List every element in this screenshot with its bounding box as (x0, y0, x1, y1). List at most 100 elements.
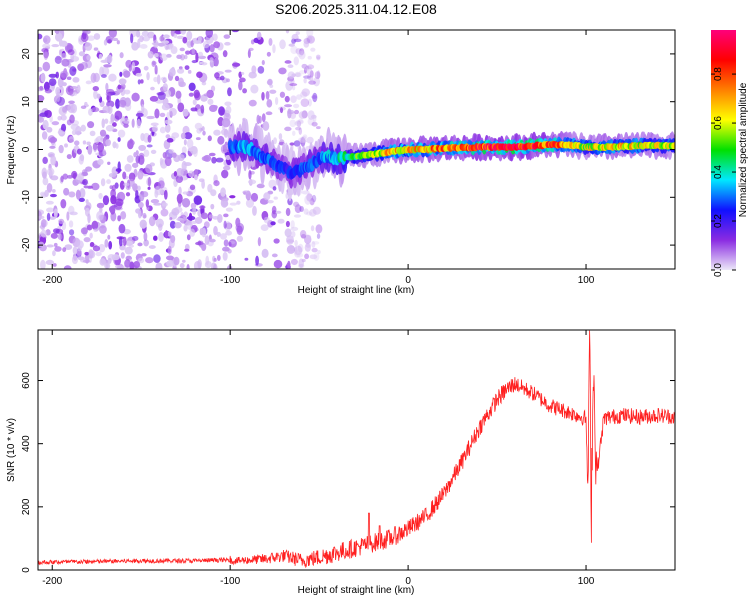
spectrogram-cell (178, 186, 182, 196)
snr-line (38, 330, 675, 569)
spectrogram-cell (163, 189, 168, 200)
spectrogram-cell (113, 201, 123, 210)
spectrogram-cell (86, 224, 93, 231)
spectrogram-cell (167, 231, 172, 237)
spectrogram-cell (271, 253, 278, 258)
spectrogram-cell (229, 195, 236, 199)
spectrogram-cell (222, 200, 229, 207)
spectrogram-cell (307, 74, 312, 81)
spectrogram-cell (133, 261, 141, 269)
spectrogram-cell (248, 71, 257, 79)
spectrogram-cell (290, 226, 299, 231)
spectrogram-cell (100, 59, 109, 63)
spectrogram-cell (201, 155, 209, 162)
spectrogram-cell (215, 157, 224, 163)
spectrogram-cell (124, 89, 131, 95)
spectrogram-cell (212, 33, 218, 41)
spectrogram-cell (194, 174, 198, 181)
spectrogram-cell (298, 139, 307, 143)
spectrogram-cell (90, 72, 97, 83)
spectrogram-cell (225, 230, 233, 236)
spectrogram-cell (306, 64, 315, 70)
spectrogram-cell (123, 182, 130, 187)
spectrogram-cell (286, 235, 294, 245)
spectrogram-cell (180, 30, 187, 35)
spectrogram-cell (99, 66, 104, 77)
spectrogram-ytick-label: -20 (21, 237, 32, 252)
spectrogram-cell (274, 96, 279, 106)
spectrogram-cell (278, 133, 283, 140)
spectrogram-cell (185, 50, 191, 55)
spectrogram-cell (256, 183, 265, 189)
spectrogram-cell (147, 51, 154, 59)
spectrogram-cell (309, 76, 314, 82)
spectrogram-cell (161, 202, 168, 207)
spectrogram-cell (290, 95, 297, 103)
spectrogram-cell (201, 62, 208, 66)
spectrogram-cell (72, 104, 77, 110)
spectrogram-cell (188, 82, 196, 92)
spectrogram-cell (193, 40, 202, 44)
spectrogram-cell (136, 118, 141, 129)
spectrogram-cell (226, 265, 233, 269)
spectrogram-cell (307, 98, 312, 107)
spectrogram-cell (305, 34, 312, 44)
spectrogram-cell (182, 108, 189, 117)
spectrogram-cell (176, 217, 184, 221)
spectrogram-cell (287, 109, 295, 115)
spectrogram-cell (223, 220, 227, 229)
spectrogram-cell (50, 175, 59, 181)
spectrogram-cell (306, 30, 314, 38)
spectrogram-cell (279, 39, 286, 50)
spectrogram-cell (143, 65, 149, 71)
spectrogram-xtick-label: 0 (405, 275, 411, 286)
spectrogram-cell (193, 260, 202, 269)
spectrogram-cell (295, 31, 300, 35)
spectrogram-cell (42, 177, 49, 186)
spectrogram-cell (63, 187, 70, 196)
spectrogram-cell (174, 30, 182, 35)
spectrogram-cell (210, 85, 216, 92)
spectrogram-cell (170, 234, 176, 244)
spectrogram-cell (293, 38, 302, 43)
spectrogram-cell (236, 235, 244, 242)
spectrogram-cell (141, 103, 145, 114)
spectrogram-cell (213, 257, 217, 262)
spectrogram-cell (46, 167, 55, 176)
spectrogram-cell (87, 144, 93, 155)
spectrogram-cell (153, 39, 159, 49)
spectrogram-cell (40, 259, 46, 269)
spectrogram-cell (42, 156, 48, 165)
spectrogram-cell (137, 257, 145, 264)
snr-xtick-label: 100 (578, 576, 595, 587)
spectrogram-cell (62, 247, 67, 253)
spectrogram-cell (296, 94, 302, 100)
spectrogram-cell (171, 152, 177, 158)
spectrogram-cell (60, 114, 67, 121)
spectrogram-cell (165, 89, 172, 98)
spectrogram-cell (128, 244, 134, 248)
spectrogram-cell (186, 30, 193, 41)
spectrogram-cell (285, 80, 293, 91)
spectrogram-cell (48, 73, 58, 78)
spectrogram-cell (190, 107, 198, 112)
spectrogram-cell (46, 182, 53, 193)
spectrogram-cell (176, 54, 183, 60)
spectrogram-cell (128, 63, 133, 72)
spectrogram-cell (71, 55, 80, 62)
spectrogram-xtick-label: -100 (220, 275, 240, 286)
spectrogram-cell (75, 189, 81, 200)
spectrogram-cell (202, 40, 210, 49)
spectrogram-cell (150, 86, 155, 91)
spectrogram-cell (308, 208, 317, 217)
spectrogram-cell (181, 259, 186, 263)
spectrogram-cell (213, 41, 221, 49)
spectrogram-cell (108, 30, 117, 38)
spectrogram-cell (270, 221, 276, 226)
spectrogram-cell (61, 53, 67, 59)
spectrogram-cell (307, 55, 312, 60)
snr-xtick-label: -100 (220, 576, 240, 587)
snr-panel: -200 -100 0 100 0 200 400 600 Height of straigh… (6, 329, 676, 596)
spectrogram-cell (147, 186, 151, 190)
spectrogram-cell (191, 60, 198, 64)
